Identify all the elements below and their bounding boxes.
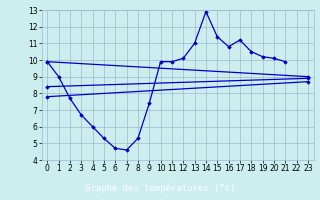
Text: Graphe des températures (°c): Graphe des températures (°c) [85,184,235,193]
